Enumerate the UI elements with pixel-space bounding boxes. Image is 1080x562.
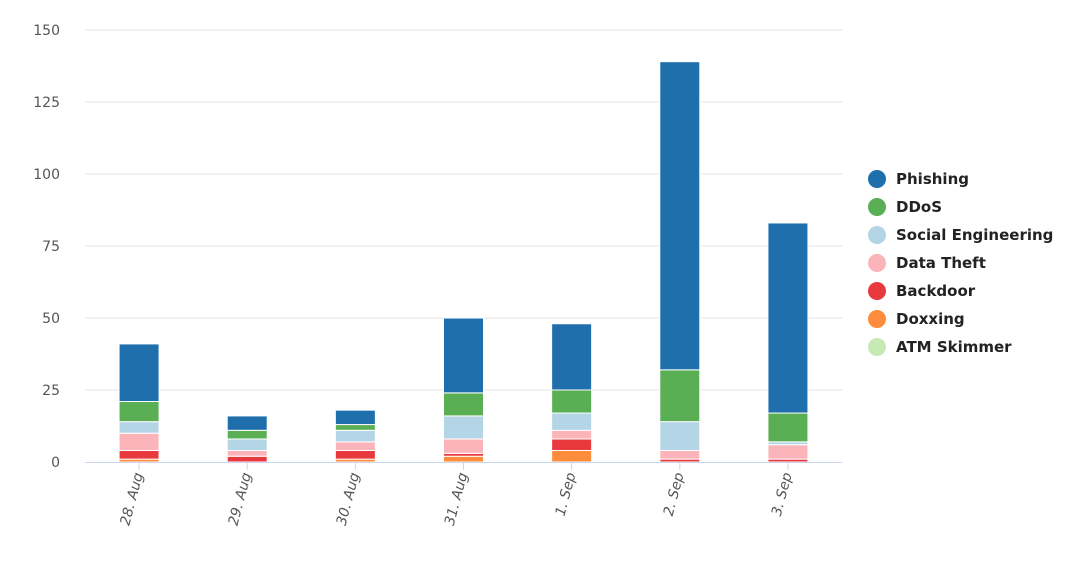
x-tick-label: 1. Sep [553, 471, 580, 518]
bar-segment-social-engineering[interactable] [659, 421, 701, 451]
legend-label: ATM Skimmer [896, 338, 1012, 356]
x-tick-label: 28. Aug [117, 471, 146, 527]
bar-segment-ddos[interactable] [443, 392, 484, 417]
bar-segment-social-engineering[interactable] [334, 429, 376, 443]
legend-symbol [868, 254, 886, 272]
legend-item-data-theft[interactable]: Data Theft [868, 254, 986, 272]
bar-segment-phishing[interactable] [551, 323, 593, 391]
x-tick-label: 2. Sep [661, 471, 688, 518]
legend-symbol [868, 282, 886, 300]
legend-item-doxxing[interactable]: Doxxing [868, 310, 965, 328]
y-tick-label: 75 [42, 239, 60, 255]
bar-segment-data-theft[interactable] [767, 444, 809, 460]
y-tick-label: 50 [42, 311, 60, 327]
bar-segment-phishing[interactable] [767, 222, 809, 414]
legend-item-atm-skimmer[interactable]: ATM Skimmer [868, 338, 1012, 356]
y-tick-label: 125 [33, 95, 60, 111]
bar-segment-ddos[interactable] [767, 412, 809, 443]
bar-segment-social-engineering[interactable] [443, 415, 484, 440]
x-tick-label: 3. Sep [769, 471, 796, 518]
y-tick-label: 25 [42, 383, 60, 399]
bar-segment-ddos[interactable] [226, 429, 268, 440]
legend-label: Backdoor [896, 282, 976, 300]
legend-symbol [868, 226, 886, 244]
bar-segment-ddos[interactable] [118, 401, 160, 423]
bar-segment-data-theft[interactable] [334, 441, 376, 451]
bar-segment-phishing[interactable] [659, 61, 701, 371]
grid-lines [85, 29, 842, 391]
bar-segment-ddos[interactable] [551, 389, 593, 414]
legend-label: Phishing [896, 170, 969, 188]
bar-segment-doxxing[interactable] [551, 449, 593, 463]
legend-label: Data Theft [896, 254, 986, 272]
bar-segment-ddos[interactable] [659, 369, 701, 423]
legend-symbol [868, 198, 886, 216]
bar-segment-doxxing[interactable] [443, 455, 484, 463]
x-tick-label: 30. Aug [334, 471, 363, 527]
bar-segment-data-theft[interactable] [226, 449, 268, 457]
legend-item-backdoor[interactable]: Backdoor [868, 282, 976, 300]
bar-segment-social-engineering[interactable] [118, 421, 160, 434]
legend-label: DDoS [896, 198, 942, 216]
legend-symbol [868, 310, 886, 328]
bar-segment-backdoor[interactable] [118, 449, 160, 460]
bar-segment-phishing[interactable] [118, 343, 160, 403]
x-tick-label: 31. Aug [442, 471, 471, 527]
y-tick-label: 0 [51, 455, 60, 471]
y-tick-label: 100 [33, 167, 60, 183]
bar-segment-data-theft[interactable] [551, 429, 593, 440]
bar-segment-social-engineering[interactable] [226, 438, 268, 451]
legend-symbol [868, 170, 886, 188]
legend-symbol [868, 338, 886, 356]
bar-segment-ddos[interactable] [334, 424, 376, 431]
y-tick-label: 150 [33, 23, 60, 39]
legend-item-phishing[interactable]: Phishing [868, 170, 969, 188]
bar-segment-backdoor[interactable] [334, 449, 376, 460]
bar-segment-data-theft[interactable] [443, 438, 484, 454]
legend-label: Social Engineering [896, 226, 1053, 244]
legend: Phishing DDoS Social Engineering Data Theft… [868, 170, 1053, 356]
bar-segment-backdoor[interactable] [551, 438, 593, 451]
legend-item-social-engineering[interactable]: Social Engineering [868, 226, 1053, 244]
bar-segment-phishing[interactable] [443, 317, 484, 394]
x-tick-label: 29. Aug [226, 471, 255, 527]
bar-segment-social-engineering[interactable] [551, 412, 593, 431]
bar-segment-phishing[interactable] [334, 409, 376, 426]
bars [118, 61, 809, 463]
legend-item-ddos[interactable]: DDoS [868, 198, 942, 216]
bar-segment-backdoor[interactable] [226, 455, 268, 463]
bar-segment-data-theft[interactable] [659, 449, 701, 460]
legend-label: Doxxing [896, 310, 965, 328]
bar-segment-phishing[interactable] [226, 415, 268, 431]
bar-segment-data-theft[interactable] [118, 432, 160, 451]
